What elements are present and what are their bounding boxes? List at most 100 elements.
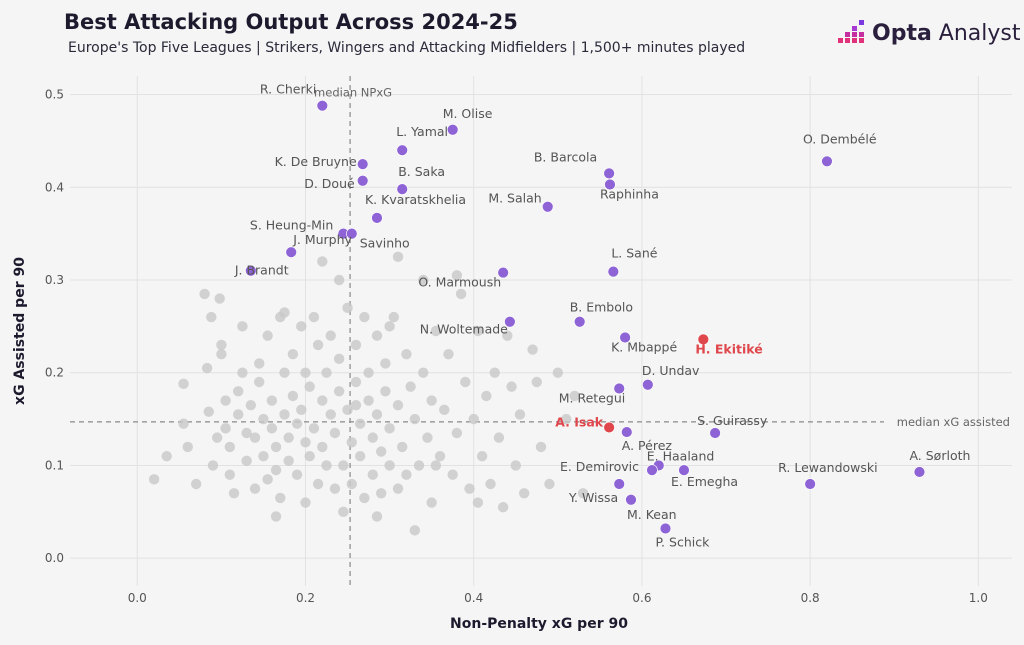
player-label: J. Brandt [234, 263, 289, 278]
scatter-point [418, 367, 429, 378]
scatter-point [359, 311, 370, 323]
highlight-player-label: A. Isak [555, 414, 604, 429]
scatter-point [214, 293, 225, 304]
player-label: L. Sané [611, 246, 657, 261]
chart-title: Best Attacking Output Across 2024-25 [64, 10, 518, 34]
scatter-point [308, 423, 320, 434]
scatter-point [224, 469, 236, 480]
labelled-point [709, 427, 721, 439]
scatter-point [569, 390, 580, 402]
scatter-point [317, 441, 328, 453]
player-label: B. Embolo [570, 300, 633, 315]
scatter-point [401, 348, 412, 360]
scatter-point [476, 450, 488, 462]
scatter-point [439, 404, 450, 416]
scatter-point [413, 460, 425, 471]
highlight-point [697, 333, 710, 346]
scatter-point [287, 348, 299, 360]
scatter-point [350, 399, 362, 411]
scatter-point [199, 288, 210, 300]
labelled-point [603, 167, 615, 180]
labelled-point [356, 158, 369, 170]
scatter-point [317, 395, 328, 406]
scatter-point [291, 469, 303, 480]
labelled-point [504, 316, 516, 328]
scatter-point [338, 460, 349, 471]
player-label: O. Marmoush [418, 275, 501, 290]
player-label: E. Haaland [647, 448, 715, 463]
x-tick-label: 0.8 [801, 591, 820, 605]
scatter-point [401, 469, 412, 480]
scatter-point [447, 469, 458, 480]
chart-subtitle: Europe's Top Five Leagues | Strikers, Wi… [68, 40, 746, 56]
scatter-point [544, 478, 555, 490]
labelled-point [542, 201, 554, 213]
scatter-point [325, 330, 336, 341]
scatter-point [510, 460, 521, 471]
player-label: K. De Bruyne [275, 154, 357, 169]
x-tick-label: 0.2 [296, 591, 315, 605]
scatter-point [346, 437, 357, 448]
scatter-point [363, 367, 374, 378]
labelled-point [285, 246, 297, 258]
x-tick-label: 0.6 [632, 591, 651, 605]
scatter-point [464, 483, 475, 494]
player-label: R. Lewandowski [778, 460, 877, 475]
scatter-point [317, 256, 328, 267]
scatter-point [249, 432, 261, 443]
scatter-point [426, 497, 437, 508]
scatter-point [434, 450, 446, 462]
labelled-point [613, 382, 625, 395]
highlight-point [603, 421, 615, 434]
scatter-point [241, 455, 252, 467]
scatter-point [325, 409, 336, 420]
scatter-point [201, 362, 213, 374]
player-label: K. Kvaratskhelia [365, 192, 466, 207]
scatter-point [270, 511, 282, 522]
scatter-point [279, 307, 290, 318]
scatter-point [418, 274, 429, 286]
scatter-point [308, 311, 320, 323]
scatter-point [296, 404, 307, 416]
scatter-point [254, 358, 265, 369]
player-label: Savinho [360, 236, 410, 251]
scatter-point [346, 478, 357, 490]
player-label: A. Sørloth [909, 448, 970, 463]
scatter-point [384, 423, 395, 434]
scatter-point [472, 497, 484, 508]
scatter-point [367, 469, 378, 480]
scatter-point [561, 413, 572, 425]
scatter-point [506, 381, 517, 392]
scatter-point [266, 395, 278, 406]
scatter-point [300, 367, 311, 378]
scatter-point [493, 432, 505, 443]
labelled-point [371, 212, 383, 224]
scatter-point [161, 450, 172, 462]
scatter-point [329, 483, 341, 494]
scatter-point [468, 413, 479, 425]
opta-analyst-logo: Opta Analyst [836, 16, 1021, 50]
scatter-point [514, 409, 526, 420]
scatter-point [304, 381, 315, 392]
y-tick-label: 0.2 [45, 366, 64, 380]
scatter-point [266, 423, 278, 434]
logo-text: Opta Analyst [872, 20, 1021, 46]
player-label: B. Saka [398, 164, 445, 179]
logo-icon [838, 20, 864, 43]
labelled-point [821, 155, 833, 168]
scatter-point [397, 441, 408, 453]
scatter-point [388, 311, 400, 323]
labelled-point [621, 426, 633, 438]
scatter-point [321, 367, 332, 378]
scatter-point [392, 483, 404, 494]
player-label: S. Guirassy [697, 413, 768, 428]
scatter-point [245, 399, 257, 411]
scatter-point [216, 348, 227, 360]
player-label: D. Doué [304, 176, 355, 191]
scatter-point [300, 437, 311, 448]
scatter-point [405, 381, 416, 392]
y-axis-title: xG Assisted per 90 [12, 257, 28, 405]
player-label: S. Heung-Min [250, 218, 333, 233]
scatter-point [283, 432, 294, 443]
scatter-point [203, 406, 214, 417]
